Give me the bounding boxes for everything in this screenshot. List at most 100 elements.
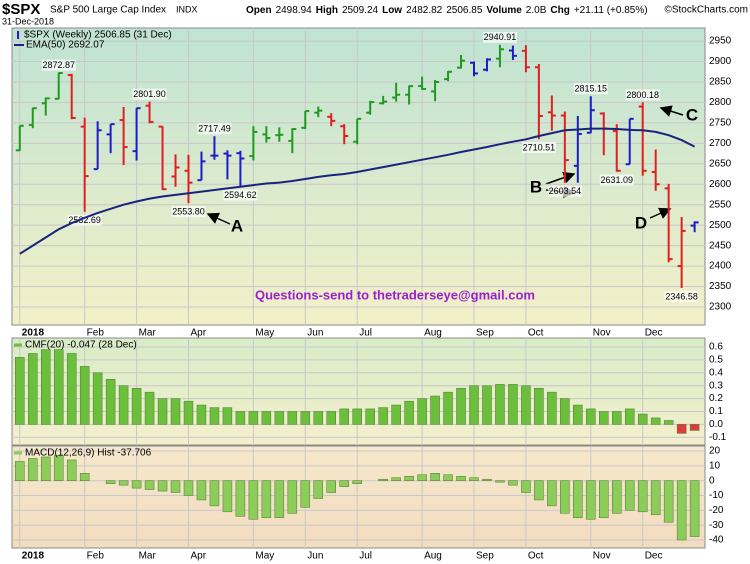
bar [105, 480, 116, 484]
watermark: ©StockCharts.com [664, 5, 748, 16]
low-label: 2346.58 [665, 291, 698, 301]
bar [586, 408, 596, 425]
bar [637, 480, 648, 513]
x-tick-label: Aug [424, 328, 442, 339]
bar [456, 388, 466, 425]
bar [144, 480, 155, 490]
bar [222, 407, 233, 425]
x-tick-label: Mar [139, 551, 157, 562]
bar [689, 480, 700, 537]
y-tick-label: 2700 [709, 138, 732, 149]
high-label: 2940.91 [484, 32, 517, 42]
bar [183, 400, 194, 425]
bar [66, 353, 77, 425]
y-tick-label: 2450 [709, 240, 732, 251]
y-tick-label: 2950 [709, 36, 732, 47]
bar [261, 480, 272, 519]
quote-item: +21.11 (+0.85%) [574, 5, 648, 16]
date: 31-Dec-2018 [2, 16, 54, 26]
y-tick-label: 2750 [709, 118, 732, 129]
x-tick-label: Feb [87, 551, 105, 562]
bar [274, 411, 285, 425]
bar [79, 473, 90, 481]
bar [378, 478, 388, 481]
legend-label: EMA(50) 2692.07 [26, 40, 105, 51]
x-tick-label: Aug [424, 551, 442, 562]
bar [547, 391, 557, 425]
bar [586, 480, 596, 520]
y-tick-label: 20 [709, 446, 721, 457]
bar [222, 480, 233, 513]
bar [573, 480, 583, 519]
x-tick-label: Apr [190, 328, 206, 339]
bar [534, 388, 544, 425]
bar [689, 424, 700, 431]
x-tick-label: 2018 [22, 551, 45, 562]
high-label: 2717.49 [198, 124, 231, 134]
bar [15, 357, 25, 425]
x-tick-label: Mar [139, 328, 157, 339]
bar [521, 480, 531, 493]
x-tick-label: Feb [87, 328, 105, 339]
price-label-bg [171, 206, 206, 218]
panel-title: MACD(12,26,9) Hist -37.706 [25, 448, 152, 459]
panel-title: CMF(20) -0.047 (28 Dec) [25, 340, 137, 351]
bar [482, 478, 492, 481]
bar [430, 473, 440, 481]
y-tick-label: 2350 [709, 281, 732, 292]
bar [209, 407, 220, 425]
bar [183, 480, 194, 496]
price-label-bg [482, 31, 517, 43]
x-tick-label: Nov [593, 551, 611, 562]
x-tick-label: Oct [528, 551, 544, 562]
bar [378, 407, 388, 425]
y-tick-label: 2900 [709, 56, 732, 67]
bar [287, 480, 298, 514]
y-tick-label: 0.2 [709, 393, 723, 404]
price-label-bg [197, 123, 232, 135]
bar [28, 458, 38, 481]
bar [339, 480, 349, 487]
bar [326, 480, 336, 493]
x-tick-label: Sep [476, 328, 494, 339]
quote-item: 2482.82 [406, 5, 443, 16]
price-label-bg [664, 290, 699, 302]
price-label-bg [41, 59, 76, 71]
bar [430, 395, 440, 425]
x-tick-label: Dec [645, 328, 663, 339]
quote-item: 2498.94 [276, 5, 313, 16]
y-tick-label: 0.5 [709, 355, 723, 366]
high-label: 2800.18 [626, 90, 659, 100]
bar [170, 480, 181, 493]
price-label-bg [573, 83, 608, 95]
bar [326, 411, 336, 425]
bar [417, 398, 427, 425]
quote-item: 2509.24 [342, 5, 379, 16]
bar [624, 480, 635, 511]
bar [131, 480, 142, 489]
price-label-bg [599, 174, 634, 186]
high-label: 2872.87 [42, 60, 75, 70]
bar [313, 411, 324, 425]
price-label-bg [67, 214, 102, 226]
low-label: 2631.09 [600, 175, 633, 185]
bar [235, 411, 246, 425]
x-tick-label: Dec [645, 551, 663, 562]
y-tick-label: -30 [709, 520, 724, 531]
y-tick-label: 2300 [709, 302, 732, 313]
bar [261, 411, 272, 425]
quote-item: Open [246, 5, 272, 16]
bar [40, 349, 51, 425]
bar [456, 475, 466, 481]
bar [560, 480, 570, 514]
symbol: $SPX [2, 1, 40, 18]
bar [235, 480, 246, 517]
bar [469, 385, 479, 425]
bar [196, 480, 207, 501]
x-tick-label: May [255, 328, 274, 339]
bar [612, 480, 622, 514]
low-label: 2532.69 [68, 215, 101, 225]
x-tick-label: Jun [307, 551, 323, 562]
y-tick-label: 2800 [709, 97, 732, 108]
y-tick-label: -20 [709, 505, 724, 516]
